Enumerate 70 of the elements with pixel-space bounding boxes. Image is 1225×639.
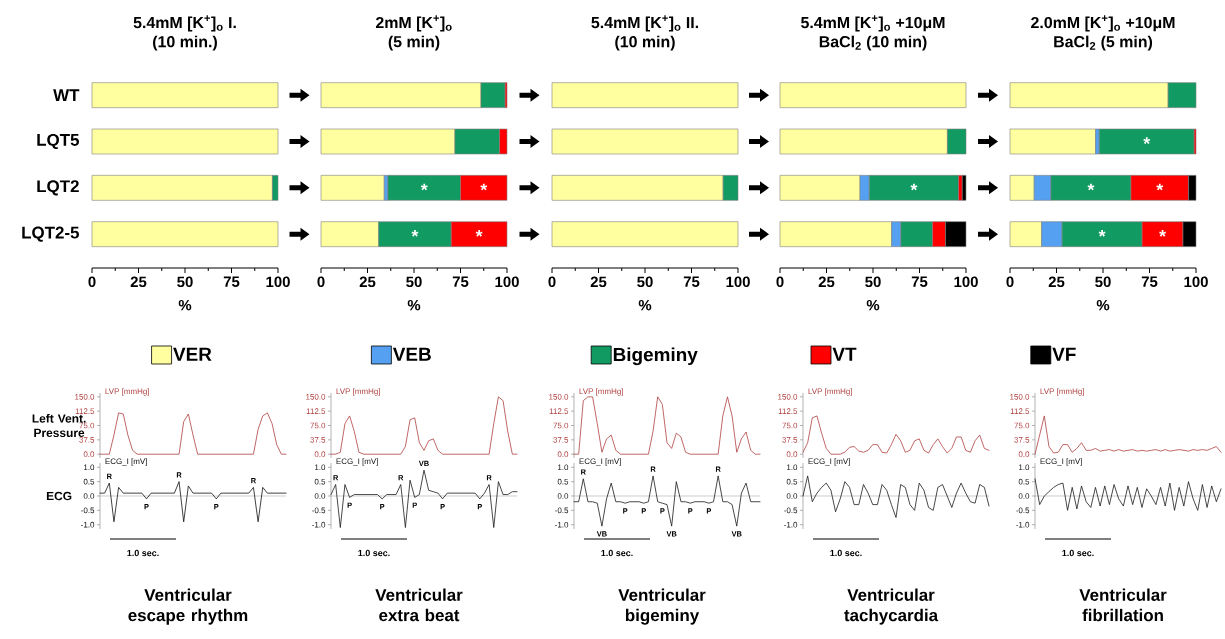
x-tick-label: 0 bbox=[776, 276, 784, 288]
x-tick-label: 25 bbox=[359, 276, 376, 288]
legend-label: VER bbox=[173, 347, 212, 361]
data-label: * bbox=[1156, 183, 1164, 191]
x-tick-label: 0 bbox=[317, 276, 325, 288]
x-axis-title: % bbox=[638, 299, 652, 311]
text: Ventricular bigeminy bbox=[618, 588, 706, 625]
x-tick-label: 50 bbox=[865, 276, 881, 288]
data-label: * bbox=[1098, 230, 1106, 237]
x-tick-label: 50 bbox=[1095, 276, 1111, 288]
chart-title: 5.4mM [K$^{+}$]$_{o}$ II. bbox=[591, 15, 699, 32]
legend-label: VT bbox=[832, 347, 857, 361]
chart-title: 2.0mM [K$^{+}$]$_{o}$ +10μM bbox=[1031, 15, 1175, 32]
x-tick-label: 50 bbox=[406, 276, 422, 288]
data-label: * bbox=[1159, 230, 1167, 237]
y-axis-title: ECG bbox=[46, 491, 72, 501]
chart-subtitle: (10 min) bbox=[615, 35, 675, 51]
y-tick-label: LQT2 bbox=[37, 180, 79, 196]
text: 1.0 sec. bbox=[830, 549, 862, 557]
data-label: * bbox=[420, 183, 428, 191]
data-label: * bbox=[480, 183, 488, 191]
text: Ventricular extra beat bbox=[375, 588, 463, 622]
text: Ventricular tachycardia bbox=[844, 588, 939, 625]
x-tick-label: 75 bbox=[1141, 276, 1158, 287]
x-tick-label: 100 bbox=[726, 276, 750, 288]
x-axis-title: % bbox=[178, 299, 192, 311]
x-tick-label: 25 bbox=[818, 276, 835, 288]
text: 1.0 sec. bbox=[601, 549, 633, 557]
chart-subtitle: (5 min) bbox=[388, 35, 440, 51]
x-tick-label: 100 bbox=[266, 276, 290, 288]
x-tick-label: 100 bbox=[1184, 276, 1208, 288]
x-tick-label: 75 bbox=[911, 276, 928, 287]
chart-title: 5.4mM [K$^{+}$]$_{o}$ +10μM bbox=[801, 15, 945, 32]
x-tick-label: 50 bbox=[177, 276, 193, 288]
chart-title: 5.4mM [K$^{+}$]$_{o}$ I. bbox=[133, 15, 236, 32]
x-axis-title: % bbox=[407, 299, 421, 311]
data-label: * bbox=[910, 183, 918, 191]
x-tick-label: 50 bbox=[637, 276, 653, 288]
x-tick-label: 25 bbox=[590, 276, 607, 288]
x-tick-label: 100 bbox=[954, 276, 978, 288]
x-tick-label: 100 bbox=[495, 276, 519, 288]
data-label: * bbox=[1143, 137, 1151, 144]
legend-label: VF bbox=[1052, 347, 1076, 361]
x-axis-title: % bbox=[1096, 299, 1110, 311]
x-axis-title: % bbox=[866, 299, 880, 311]
chart-title: 2mM [K$^{+}$]$_{o}$ bbox=[375, 15, 452, 32]
x-tick-label: 75 bbox=[452, 276, 469, 287]
data-label: * bbox=[1087, 183, 1095, 191]
x-tick-label: 0 bbox=[1006, 276, 1014, 288]
x-tick-label: 25 bbox=[1048, 276, 1065, 288]
data-label: * bbox=[475, 230, 483, 237]
x-tick-label: 0 bbox=[548, 276, 556, 288]
legend-label: VEB bbox=[392, 347, 431, 361]
x-tick-label: 75 bbox=[223, 276, 240, 287]
x-tick-label: 0 bbox=[88, 276, 96, 288]
chart-subtitle: BaCl$_{2}$ (5 min) bbox=[1054, 35, 1153, 51]
text: 1.0 sec. bbox=[358, 549, 390, 557]
data-label: * bbox=[411, 230, 419, 237]
text: 1.0 sec. bbox=[127, 549, 159, 557]
x-tick-label: 25 bbox=[130, 276, 147, 288]
legend-label: Bigeminy bbox=[613, 347, 698, 366]
chart-subtitle: BaCl$_{2}$ (10 min) bbox=[819, 35, 927, 51]
x-tick-label: 75 bbox=[683, 276, 700, 287]
y-tick-label: LQT2-5 bbox=[22, 226, 80, 242]
text: 1.0 sec. bbox=[1062, 549, 1094, 557]
chart-subtitle: (10 min.) bbox=[153, 35, 217, 51]
text: Ventricular fibrillation bbox=[1079, 588, 1167, 622]
y-tick-label: WT bbox=[53, 89, 80, 101]
text: Ventricular escape rhythm bbox=[128, 588, 248, 625]
y-tick-label: LQT5 bbox=[37, 133, 80, 150]
